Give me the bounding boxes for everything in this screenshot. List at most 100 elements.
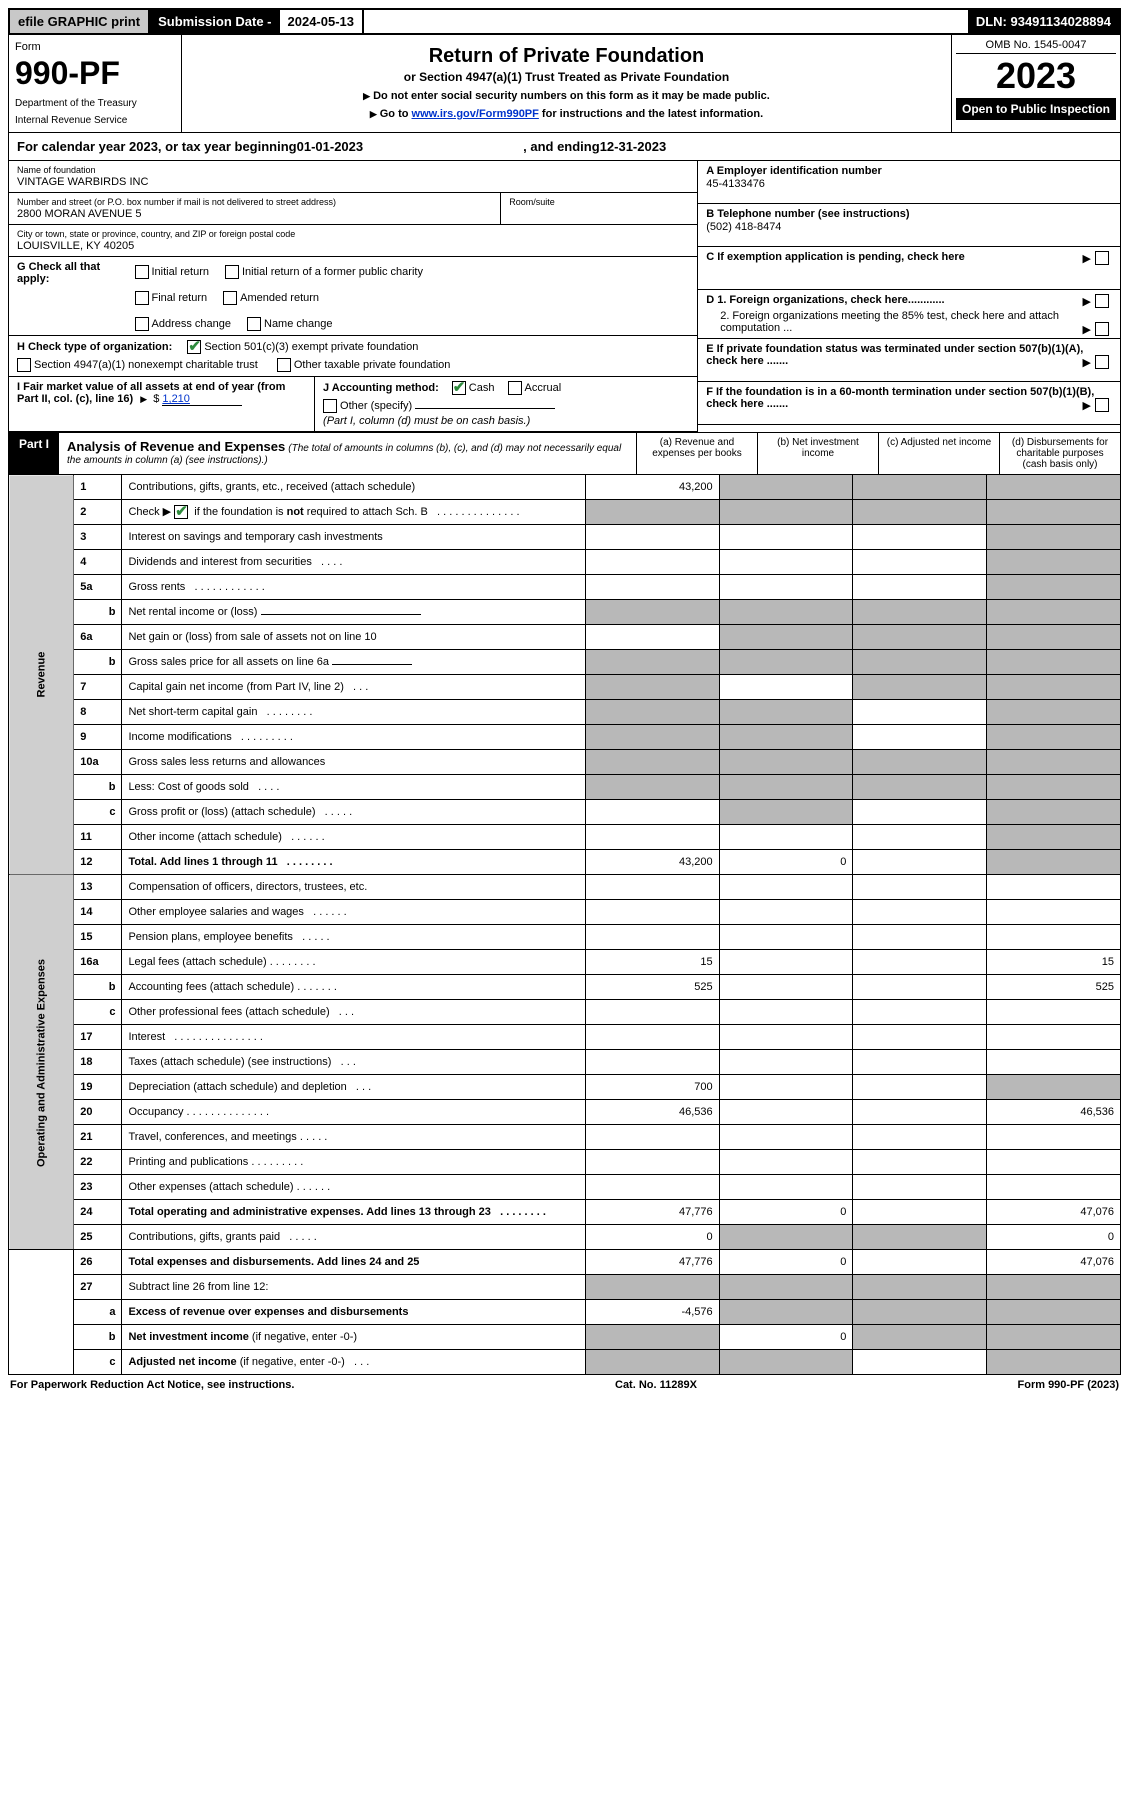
- table-row: 17Interest . . . . . . . . . . . . . . .: [9, 1025, 1121, 1050]
- box-a-label: A Employer identification number: [706, 165, 882, 177]
- checkbox-cash[interactable]: [452, 381, 466, 395]
- l20-a: 46,536: [585, 1100, 719, 1125]
- footer-catno: Cat. No. 11289X: [615, 1379, 697, 1391]
- checkbox-507b1a[interactable]: [1095, 355, 1109, 369]
- identity-grid: Name of foundation VINTAGE WARBIRDS INC …: [8, 161, 1121, 432]
- form-subtitle: or Section 4947(a)(1) Trust Treated as P…: [188, 70, 945, 84]
- footer-formno: Form 990-PF (2023): [1018, 1379, 1120, 1391]
- l19-a: 700: [585, 1075, 719, 1100]
- table-row: bLess: Cost of goods sold . . . .: [9, 775, 1121, 800]
- l24-b: 0: [719, 1200, 853, 1225]
- checkbox-501c3[interactable]: [187, 340, 201, 354]
- form-header: Form 990-PF Department of the Treasury I…: [8, 35, 1121, 133]
- checkbox-507b1b[interactable]: [1095, 398, 1109, 412]
- l20-d: 46,536: [987, 1100, 1121, 1125]
- dept-treasury: Department of the Treasury: [15, 98, 175, 109]
- l27a-a: -4,576: [585, 1300, 719, 1325]
- checkbox-initial-former[interactable]: [225, 265, 239, 279]
- table-row: 12Total. Add lines 1 through 11 . . . . …: [9, 850, 1121, 875]
- page-footer: For Paperwork Reduction Act Notice, see …: [8, 1375, 1121, 1395]
- table-row: 18Taxes (attach schedule) (see instructi…: [9, 1050, 1121, 1075]
- checkbox-4947a1[interactable]: [17, 358, 31, 372]
- l16b-d: 525: [987, 975, 1121, 1000]
- table-row: aExcess of revenue over expenses and dis…: [9, 1300, 1121, 1325]
- checkbox-accrual[interactable]: [508, 381, 522, 395]
- checkbox-foreign-org[interactable]: [1095, 294, 1109, 308]
- tax-year: 2023: [956, 58, 1116, 94]
- omb-number: OMB No. 1545-0047: [956, 39, 1116, 54]
- top-bar: efile GRAPHIC print Submission Date - 20…: [8, 8, 1121, 35]
- table-row: 10aGross sales less returns and allowanc…: [9, 750, 1121, 775]
- table-row: 15Pension plans, employee benefits . . .…: [9, 925, 1121, 950]
- address: 2800 MORAN AVENUE 5: [17, 208, 492, 220]
- table-row: 4Dividends and interest from securities …: [9, 550, 1121, 575]
- part1-header: Part I Analysis of Revenue and Expenses …: [8, 432, 1121, 475]
- calendar-year-row: For calendar year 2023, or tax year begi…: [8, 133, 1121, 161]
- expenses-side-label: Operating and Administrative Expenses: [9, 875, 74, 1250]
- checkbox-name-change[interactable]: [247, 317, 261, 331]
- table-row: 14Other employee salaries and wages . . …: [9, 900, 1121, 925]
- checkbox-exemption-pending[interactable]: [1095, 251, 1109, 265]
- l26-a: 47,776: [585, 1250, 719, 1275]
- checkbox-other-method[interactable]: [323, 399, 337, 413]
- table-row: 16aLegal fees (attach schedule) . . . . …: [9, 950, 1121, 975]
- city-value: LOUISVILLE, KY 40205: [17, 240, 689, 252]
- checkbox-85pct-test[interactable]: [1095, 322, 1109, 336]
- table-row: 8Net short-term capital gain . . . . . .…: [9, 700, 1121, 725]
- instr-link-row: Go to www.irs.gov/Form990PF for instruct…: [188, 108, 945, 120]
- checkbox-sch-b[interactable]: [174, 505, 188, 519]
- l1-a: 43,200: [585, 475, 719, 500]
- dept-irs: Internal Revenue Service: [15, 115, 175, 126]
- box-e-label: E If private foundation status was termi…: [706, 343, 1083, 367]
- instr-ssn: Do not enter social security numbers on …: [188, 90, 945, 102]
- l16b-a: 525: [585, 975, 719, 1000]
- table-row: 19Depreciation (attach schedule) and dep…: [9, 1075, 1121, 1100]
- address-label: Number and street (or P.O. box number if…: [17, 197, 492, 207]
- l24-d: 47,076: [987, 1200, 1121, 1225]
- form-number: 990-PF: [15, 55, 175, 92]
- analysis-table: Revenue 1Contributions, gifts, grants, e…: [8, 475, 1121, 1375]
- table-row: 20Occupancy . . . . . . . . . . . . . . …: [9, 1100, 1121, 1125]
- box-g-label: G Check all that apply:: [17, 261, 107, 285]
- table-row: bNet investment income (if negative, ent…: [9, 1325, 1121, 1350]
- fmv-link[interactable]: 1,210: [162, 393, 242, 406]
- footer-paperwork: For Paperwork Reduction Act Notice, see …: [10, 1379, 294, 1391]
- table-row: 5aGross rents . . . . . . . . . . . .: [9, 575, 1121, 600]
- form990pf-link[interactable]: www.irs.gov/Form990PF: [412, 108, 539, 120]
- submission-date: 2024-05-13: [280, 10, 363, 33]
- l25-a: 0: [585, 1225, 719, 1250]
- table-row: Operating and Administrative Expenses 13…: [9, 875, 1121, 900]
- form-label: Form: [15, 41, 175, 53]
- table-row: 21Travel, conferences, and meetings . . …: [9, 1125, 1121, 1150]
- efile-badge[interactable]: efile GRAPHIC print: [10, 10, 150, 33]
- ein: 45-4133476: [706, 178, 1112, 190]
- col-d-head: (d) Disbursements for charitable purpose…: [999, 433, 1120, 474]
- table-row: 7Capital gain net income (from Part IV, …: [9, 675, 1121, 700]
- box-h-label: H Check type of organization:: [17, 341, 172, 353]
- col-b-head: (b) Net investment income: [757, 433, 878, 474]
- table-row: 24Total operating and administrative exp…: [9, 1200, 1121, 1225]
- table-row: Revenue 1Contributions, gifts, grants, e…: [9, 475, 1121, 500]
- dln: DLN: 93491134028894: [968, 10, 1119, 33]
- table-row: cOther professional fees (attach schedul…: [9, 1000, 1121, 1025]
- part1-title: Analysis of Revenue and Expenses: [67, 439, 285, 454]
- checkbox-other-taxable[interactable]: [277, 358, 291, 372]
- table-row: 26Total expenses and disbursements. Add …: [9, 1250, 1121, 1275]
- part1-tag: Part I: [9, 433, 59, 474]
- l12-b: 0: [719, 850, 853, 875]
- table-row: 6aNet gain or (loss) from sale of assets…: [9, 625, 1121, 650]
- checkbox-initial-return[interactable]: [135, 265, 149, 279]
- foundation-name: VINTAGE WARBIRDS INC: [17, 176, 689, 188]
- box-i-label: I Fair market value of all assets at end…: [17, 381, 285, 405]
- l26-b: 0: [719, 1250, 853, 1275]
- checkbox-amended-return[interactable]: [223, 291, 237, 305]
- table-row: 11Other income (attach schedule) . . . .…: [9, 825, 1121, 850]
- city-label: City or town, state or province, country…: [17, 229, 689, 239]
- col-c-head: (c) Adjusted net income: [878, 433, 999, 474]
- l25-d: 0: [987, 1225, 1121, 1250]
- revenue-side-label: Revenue: [9, 475, 74, 875]
- table-row: bNet rental income or (loss): [9, 600, 1121, 625]
- l24-a: 47,776: [585, 1200, 719, 1225]
- checkbox-final-return[interactable]: [135, 291, 149, 305]
- checkbox-address-change[interactable]: [135, 317, 149, 331]
